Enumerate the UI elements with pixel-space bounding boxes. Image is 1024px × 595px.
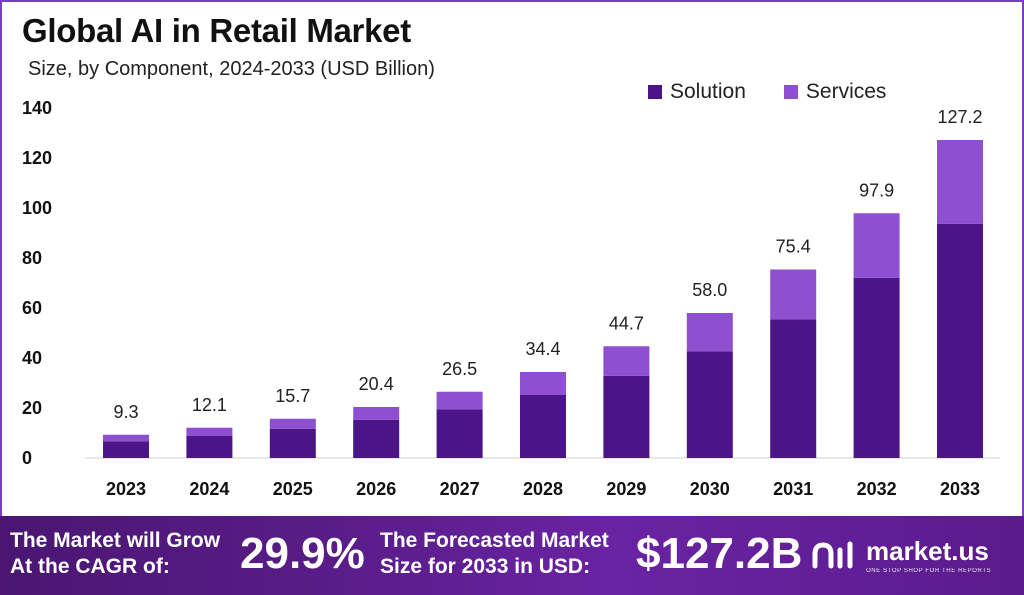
bar-services-2030: [686, 313, 733, 352]
x-tick-label-2025: 2025: [273, 479, 313, 499]
bar-chart: 0 20 40 60 80 100 120 140 9.3 2023 12.1 2024 15.7 202…: [22, 98, 1000, 499]
x-tick-label-2032: 2032: [857, 479, 897, 499]
data-label-2032: 97.9: [859, 180, 894, 200]
forecast-label-line1: The Forecasted Market: [380, 529, 609, 552]
x-tick-label-2033: 2033: [940, 479, 980, 499]
forecast-label-line2: Size for 2033 in USD:: [380, 555, 591, 578]
bar-services-2032: [853, 213, 900, 278]
bar-solution-2026: [353, 419, 400, 458]
data-label-2033: 127.2: [937, 107, 982, 127]
chart-subtitle: Size, by Component, 2024-2033 (USD Billi…: [28, 58, 435, 80]
bar-services-2025: [269, 418, 316, 429]
y-tick-label: 140: [22, 98, 52, 118]
data-label-2027: 26.5: [442, 359, 477, 379]
data-label-2030: 58.0: [692, 280, 727, 300]
y-tick-label: 120: [22, 148, 52, 168]
bar-solution-2025: [269, 428, 316, 458]
bar-services-2023: [103, 434, 149, 442]
y-tick-label: 100: [22, 198, 52, 218]
logo-tagline: ONE STOP SHOP FOR THE REPORTS: [866, 568, 992, 574]
bar-solution-2030: [686, 351, 733, 458]
bar-solution-2029: [603, 375, 650, 458]
bar-services-2026: [353, 407, 400, 420]
data-label-2026: 20.4: [359, 374, 394, 394]
chart-legend: Solution Services: [648, 80, 886, 104]
x-tick-label-2028: 2028: [523, 479, 563, 499]
forecast-label: The Forecasted Market Size for 2033 in U…: [380, 528, 609, 580]
bar-services-2027: [436, 391, 483, 410]
cagr-label-line1: The Market will Grow: [10, 529, 221, 552]
bar-solution-2028: [520, 395, 566, 458]
data-label-2024: 12.1: [192, 395, 227, 415]
legend-swatch-services: [783, 85, 798, 99]
bar-services-2031: [770, 269, 817, 320]
data-label-2028: 34.4: [525, 339, 560, 359]
bar-services-2029: [603, 346, 650, 376]
x-tick-label-2023: 2023: [106, 479, 146, 499]
x-tick-label-2026: 2026: [356, 479, 396, 499]
y-tick-label: 0: [22, 448, 32, 468]
cagr-label-line2: At the CAGR of:: [10, 555, 170, 578]
footer-banner: The Market will Grow At the CAGR of: 29.…: [0, 516, 1024, 595]
chart-title: Global AI in Retail Market: [22, 12, 411, 49]
legend-label-solution: Solution: [670, 80, 746, 103]
legend-item-solution: Solution: [648, 80, 746, 104]
bar-solution-2027: [436, 409, 483, 458]
legend-swatch-solution: [648, 85, 662, 99]
y-tick-label: 80: [22, 248, 42, 268]
y-tick-label: 60: [22, 298, 42, 318]
x-tick-label-2029: 2029: [606, 479, 646, 499]
y-tick-label: 20: [22, 398, 42, 418]
logo-text: market.us: [866, 536, 989, 566]
bar-services-2028: [520, 372, 566, 395]
bar-services-2024: [186, 427, 233, 436]
data-label-2031: 75.4: [776, 237, 811, 257]
cagr-label: The Market will Grow At the CAGR of:: [10, 528, 220, 580]
bar-solution-2031: [770, 319, 817, 458]
bar-services-2033: [937, 140, 983, 224]
bar-solution-2023: [103, 441, 149, 458]
data-label-2025: 15.7: [275, 386, 310, 406]
x-tick-label-2031: 2031: [773, 479, 813, 499]
legend-item-services: Services: [783, 80, 887, 104]
data-label-2029: 44.7: [609, 313, 644, 333]
data-label-2023: 9.3: [113, 402, 138, 422]
legend-label-services: Services: [805, 80, 887, 103]
y-tick-label: 40: [22, 348, 42, 368]
x-tick-label-2030: 2030: [690, 479, 730, 499]
market-us-logo-icon: [812, 541, 853, 569]
x-tick-label-2027: 2027: [440, 479, 480, 499]
forecast-value: $127.2B: [636, 529, 803, 578]
x-tick-label-2024: 2024: [189, 479, 229, 499]
cagr-value: 29.9%: [240, 529, 365, 578]
bar-solution-2024: [186, 436, 233, 458]
bar-solution-2033: [937, 223, 983, 458]
bar-solution-2032: [853, 277, 900, 458]
